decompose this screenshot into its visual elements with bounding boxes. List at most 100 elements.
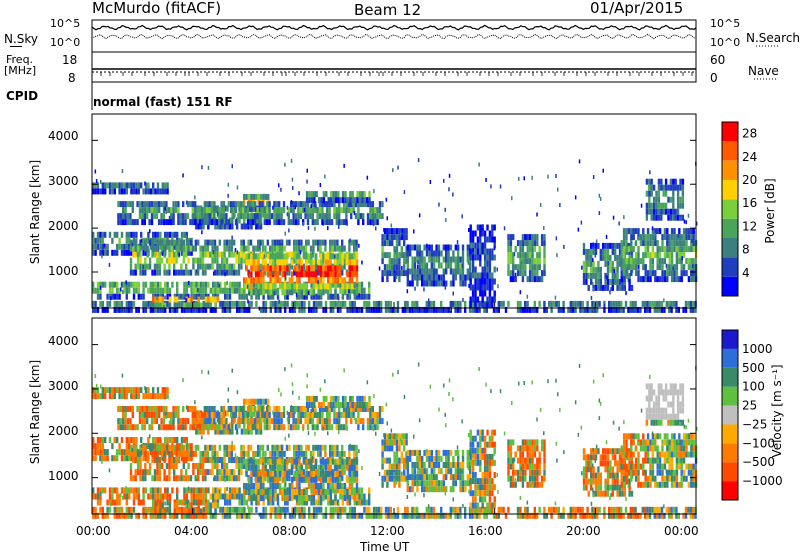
velocity-cell xyxy=(497,512,500,519)
power-cell xyxy=(538,300,541,307)
velocity-cell xyxy=(132,444,135,451)
power-cell xyxy=(204,281,208,288)
velocity-cell xyxy=(486,466,489,472)
velocity-cell xyxy=(99,455,102,462)
velocity-cell xyxy=(252,483,255,489)
velocity-cell xyxy=(152,437,155,443)
velocity-cell xyxy=(357,412,360,418)
velocity-cell xyxy=(295,444,298,451)
velocity-cell xyxy=(391,463,394,470)
power-cell xyxy=(156,287,160,294)
velocity-cell xyxy=(209,444,212,451)
power-cell xyxy=(689,300,692,307)
power-cell xyxy=(252,281,256,288)
power-cell xyxy=(166,231,169,238)
power-cell xyxy=(166,243,169,250)
power-cell xyxy=(620,306,623,313)
velocity-cell xyxy=(548,506,551,513)
power-cell xyxy=(197,263,200,270)
velocity-cell xyxy=(550,506,553,513)
power-cell xyxy=(165,219,168,226)
velocity-cell xyxy=(113,393,116,400)
velocity-cell xyxy=(233,506,236,513)
velocity-cell xyxy=(687,506,690,513)
velocity-cell xyxy=(366,424,370,431)
power-cell xyxy=(585,278,588,285)
velocity-cell xyxy=(246,406,250,412)
power-cell xyxy=(524,300,527,307)
power-cell xyxy=(146,251,149,258)
velocity-cell xyxy=(286,458,289,465)
power-cell xyxy=(362,219,365,226)
power-cell xyxy=(128,281,131,288)
power-cell xyxy=(259,271,263,278)
power-cell xyxy=(135,306,138,313)
power-cell xyxy=(240,293,244,300)
power-cell xyxy=(585,254,588,261)
velocity-cell xyxy=(295,495,299,502)
noise-search-trace xyxy=(91,33,697,40)
power-cell xyxy=(348,306,352,313)
power-cell xyxy=(251,213,254,220)
power-cell xyxy=(344,191,347,198)
velocity-cell xyxy=(242,406,245,412)
power-cell xyxy=(329,239,332,246)
velocity-cell xyxy=(116,487,119,494)
velocity-cell xyxy=(262,464,265,471)
power-cell xyxy=(348,265,351,272)
velocity-cell xyxy=(405,463,408,470)
velocity-cell xyxy=(555,506,558,513)
power-cell xyxy=(358,287,361,294)
power-cell xyxy=(624,300,628,307)
velocity-cell xyxy=(366,418,370,425)
power-cell xyxy=(485,306,488,313)
velocity-cell xyxy=(329,450,332,457)
velocity-cell xyxy=(197,469,200,476)
velocity-cell xyxy=(411,474,414,481)
velocity-cell xyxy=(325,395,328,402)
power-cell xyxy=(295,257,298,264)
power-cell xyxy=(276,259,279,266)
velocity-cell xyxy=(240,493,244,500)
power-cell xyxy=(290,251,293,258)
power-cell xyxy=(117,219,120,226)
power-cell xyxy=(540,276,544,283)
power-cell xyxy=(327,253,330,260)
velocity-cell xyxy=(222,418,226,425)
velocity-cell xyxy=(208,406,211,412)
power-cell xyxy=(440,306,443,313)
velocity-cell xyxy=(493,472,496,478)
velocity-cell xyxy=(420,512,424,519)
power-cell xyxy=(286,289,289,296)
power-cell xyxy=(519,300,522,307)
velocity-cell xyxy=(153,418,156,425)
power-cell xyxy=(388,252,391,259)
velocity-cell xyxy=(509,481,513,488)
velocity-cell xyxy=(104,455,107,462)
power-cell xyxy=(142,249,145,256)
power-cell xyxy=(536,276,539,283)
velocity-cell xyxy=(324,470,327,477)
velocity-cell xyxy=(136,406,139,412)
power-cell xyxy=(138,213,142,220)
velocity-cell xyxy=(295,476,299,483)
power-cell xyxy=(388,270,391,277)
velocity-cell xyxy=(92,493,95,500)
velocity-cell xyxy=(106,455,109,462)
velocity-cell xyxy=(587,466,590,473)
power-cell xyxy=(457,262,460,269)
velocity-cell xyxy=(416,449,419,456)
power-cell xyxy=(425,250,429,257)
velocity-cell xyxy=(314,469,317,476)
velocity-cell xyxy=(155,418,158,425)
velocity-cell xyxy=(543,463,546,470)
velocity-cell xyxy=(158,444,161,451)
power-cell xyxy=(165,201,168,208)
power-cell xyxy=(469,230,472,237)
velocity-cell xyxy=(319,489,323,495)
power-cell xyxy=(216,251,219,258)
velocity-cell xyxy=(358,395,362,402)
power-cell xyxy=(314,201,317,208)
power-cell xyxy=(338,207,341,214)
velocity-cell xyxy=(276,458,279,465)
